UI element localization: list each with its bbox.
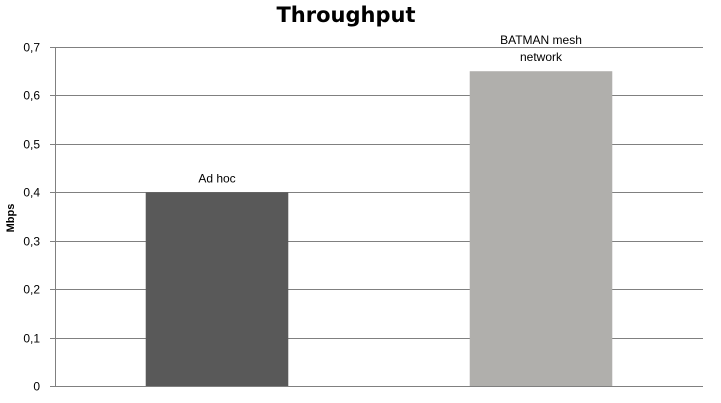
bar-ad-hoc: [145, 192, 289, 386]
y-tick-labels: 0 0,1 0,2 0,3 0,4 0,5 0,6 0,7: [23, 41, 40, 394]
y-tick-label: 0,3: [23, 235, 40, 249]
data-labels: Ad hoc BATMAN mesh network: [198, 33, 582, 185]
y-tick-label: 0,4: [23, 186, 40, 200]
y-axis-label: Mbps: [5, 204, 17, 233]
y-tick-label: 0,7: [23, 41, 40, 55]
bars: [145, 71, 613, 386]
y-tick-label: 0: [33, 380, 40, 394]
y-tick-label: 0,2: [23, 283, 40, 297]
data-label: BATMAN mesh network: [500, 33, 582, 64]
y-tick-label: 0,6: [23, 89, 40, 103]
data-label: Ad hoc: [198, 171, 235, 185]
y-tick-label: 0,1: [23, 332, 40, 346]
bar-batman-mesh-network: [469, 71, 613, 386]
y-tick-label: 0,5: [23, 138, 40, 152]
axes: [50, 47, 703, 387]
chart-title: Throughput: [276, 3, 415, 27]
